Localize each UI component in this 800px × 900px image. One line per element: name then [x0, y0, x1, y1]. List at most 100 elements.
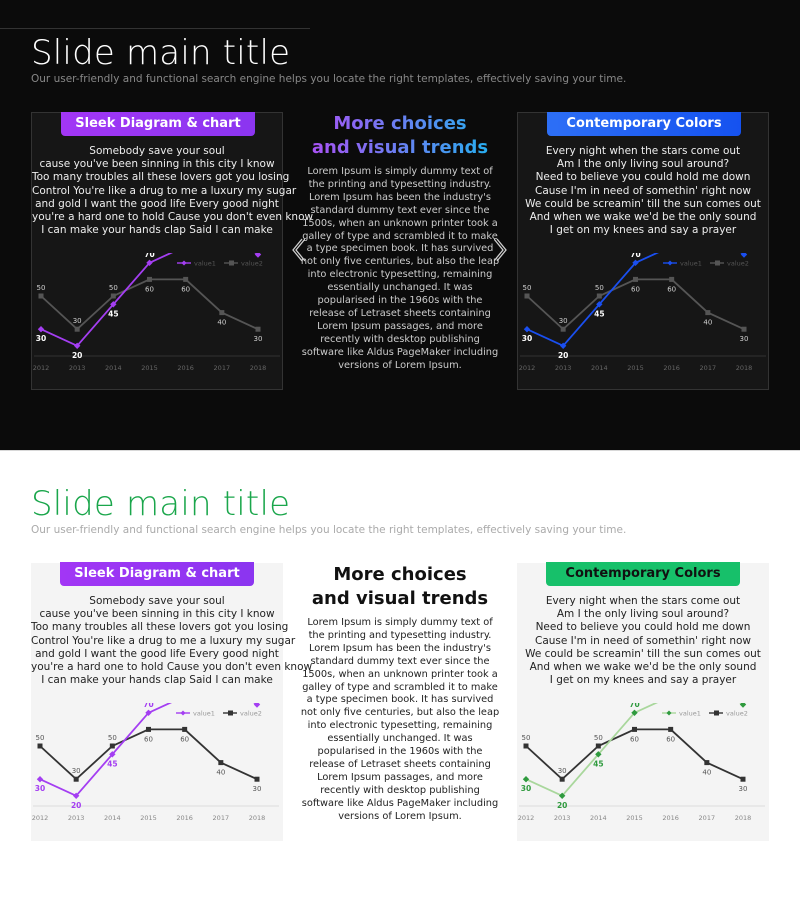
right-panel: Contemporary Colors Every night when the… — [517, 562, 769, 841]
data-label-value2: 30 — [739, 785, 748, 793]
legend-label-value2: value2 — [726, 710, 748, 718]
x-tick-label: 2014 — [105, 364, 122, 372]
data-label-value2: 50 — [36, 734, 45, 742]
point-value2 — [705, 310, 711, 316]
point-value2 — [740, 776, 746, 782]
x-tick-label: 2015 — [627, 364, 644, 372]
point-value2 — [560, 326, 566, 332]
x-tick-label: 2017 — [699, 814, 716, 822]
x-tick-label: 2013 — [554, 814, 571, 822]
x-tick-label: 2018 — [250, 364, 267, 372]
lyric-line: Too many troubles all these lovers got y… — [31, 621, 289, 634]
heading-line: and visual trends — [300, 136, 500, 160]
lyric-line: Every night when the stars come out — [545, 145, 741, 157]
data-label-value2: 60 — [666, 735, 675, 743]
data-label-value1: 45 — [108, 309, 118, 318]
data-label-value1: 30 — [522, 334, 532, 343]
legend-marker-value1 — [667, 260, 673, 266]
lyric-line: I get on my knees and say a prayer — [549, 674, 737, 687]
data-label-value2: 40 — [702, 769, 711, 777]
data-label-value2: 30 — [559, 317, 568, 325]
data-label-value1: 70 — [143, 703, 153, 709]
x-tick-label: 2016 — [663, 364, 680, 372]
center-body: Lorem Ipsum is simply dummy text of the … — [300, 617, 500, 822]
slide-subtitle: Our user-friendly and functional search … — [31, 524, 627, 536]
chart-legend: value1 value2 — [663, 260, 749, 268]
lyric-line: and gold I want the good life Every good… — [35, 197, 279, 210]
slide-light: Slide main title Our user-friendly and f… — [0, 450, 800, 900]
series-line-value1 — [525, 703, 744, 797]
point-value2 — [704, 760, 710, 766]
legend-marker-value2 — [229, 260, 234, 266]
lyric-line: cause you've been sinning in this city I… — [39, 608, 275, 621]
data-label-value2: 50 — [523, 284, 532, 292]
line-chart: value1value25030506060403030204570809075… — [33, 253, 280, 372]
data-label-value1: 20 — [71, 801, 81, 810]
heading-line: More choices — [300, 112, 500, 136]
right-lyrics: Every night when the stars come out Am I… — [517, 595, 769, 687]
point-value2 — [109, 743, 115, 749]
point-value1 — [523, 326, 531, 333]
point-value2 — [219, 310, 225, 316]
point-value1 — [739, 703, 747, 708]
point-value2 — [523, 743, 529, 749]
slide-subtitle: Our user-friendly and functional search … — [31, 73, 627, 85]
lyric-line: Cause I'm in need of somethin' right now — [534, 634, 751, 647]
legend-label-value1: value1 — [193, 710, 215, 718]
left-panel: Sleek Diagram & chart Somebody save your… — [31, 112, 313, 390]
legend-marker-value2 — [228, 710, 233, 716]
center-body: Lorem Ipsum is simply dummy text of the … — [300, 166, 500, 371]
legend-marker-value1 — [180, 710, 186, 716]
lyric-line: I can make your hands clap Said I can ma… — [41, 224, 273, 237]
title-divider — [0, 28, 310, 29]
data-label-value2: 30 — [558, 767, 567, 775]
point-value2 — [218, 760, 224, 766]
lyric-line: I get on my knees and say a prayer — [549, 224, 737, 237]
x-tick-label: 2014 — [591, 364, 608, 372]
chevron-right-icon[interactable] — [494, 238, 508, 262]
line-chart: value1value25030506060403030204570809075… — [519, 253, 766, 372]
point-value1 — [740, 253, 748, 258]
point-value2 — [632, 726, 637, 732]
data-label-value2: 60 — [630, 735, 639, 743]
data-label-value2: 40 — [217, 319, 226, 327]
data-label-value2: 60 — [144, 735, 153, 743]
center-column: More choices and visual trends Lorem Ips… — [300, 563, 500, 824]
x-tick-label: 2012 — [518, 814, 535, 822]
point-value1 — [254, 253, 262, 258]
left-lyrics: Somebody save your soul cause you've bee… — [31, 595, 312, 687]
series-line-value1 — [526, 253, 745, 347]
series-line-value1 — [39, 703, 258, 797]
point-value1 — [522, 776, 530, 783]
x-tick-label: 2016 — [177, 364, 194, 372]
data-label-value2: 30 — [740, 335, 749, 343]
x-tick-label: 2013 — [69, 364, 86, 372]
legend-marker-value2 — [715, 260, 720, 266]
x-tick-label: 2015 — [626, 814, 643, 822]
series-line-value1 — [40, 253, 259, 347]
slide-title: Slide main title — [31, 484, 291, 524]
data-label-value2: 40 — [216, 769, 225, 777]
lyric-line: Somebody save your soul — [89, 145, 225, 157]
legend-label-value1: value1 — [680, 260, 702, 268]
data-label-value2: 50 — [594, 734, 603, 742]
data-label-value2: 50 — [522, 734, 531, 742]
lyric-line: Need to believe you could hold me down — [535, 621, 751, 634]
chevron-left-icon[interactable] — [291, 238, 305, 262]
data-label-value2: 30 — [254, 335, 263, 343]
x-tick-label: 2016 — [662, 814, 679, 822]
x-tick-label: 2012 — [519, 364, 536, 372]
data-label-value1: 20 — [558, 351, 568, 360]
point-value2 — [110, 293, 116, 299]
lyric-line: And when we wake we'd be the only sound — [529, 211, 757, 224]
lyric-line: We could be screamin' till the sun comes… — [525, 197, 761, 210]
point-value1 — [37, 326, 45, 333]
lyric-line: Somebody save your soul — [89, 595, 225, 607]
left-panel-label: Sleek Diagram & chart — [61, 112, 255, 136]
lyric-line: Every night when the stars come out — [545, 595, 741, 607]
x-tick-label: 2013 — [555, 364, 572, 372]
center-heading: More choices and visual trends — [300, 563, 500, 611]
point-value2 — [595, 743, 601, 749]
data-label-value1: 70 — [629, 703, 639, 709]
